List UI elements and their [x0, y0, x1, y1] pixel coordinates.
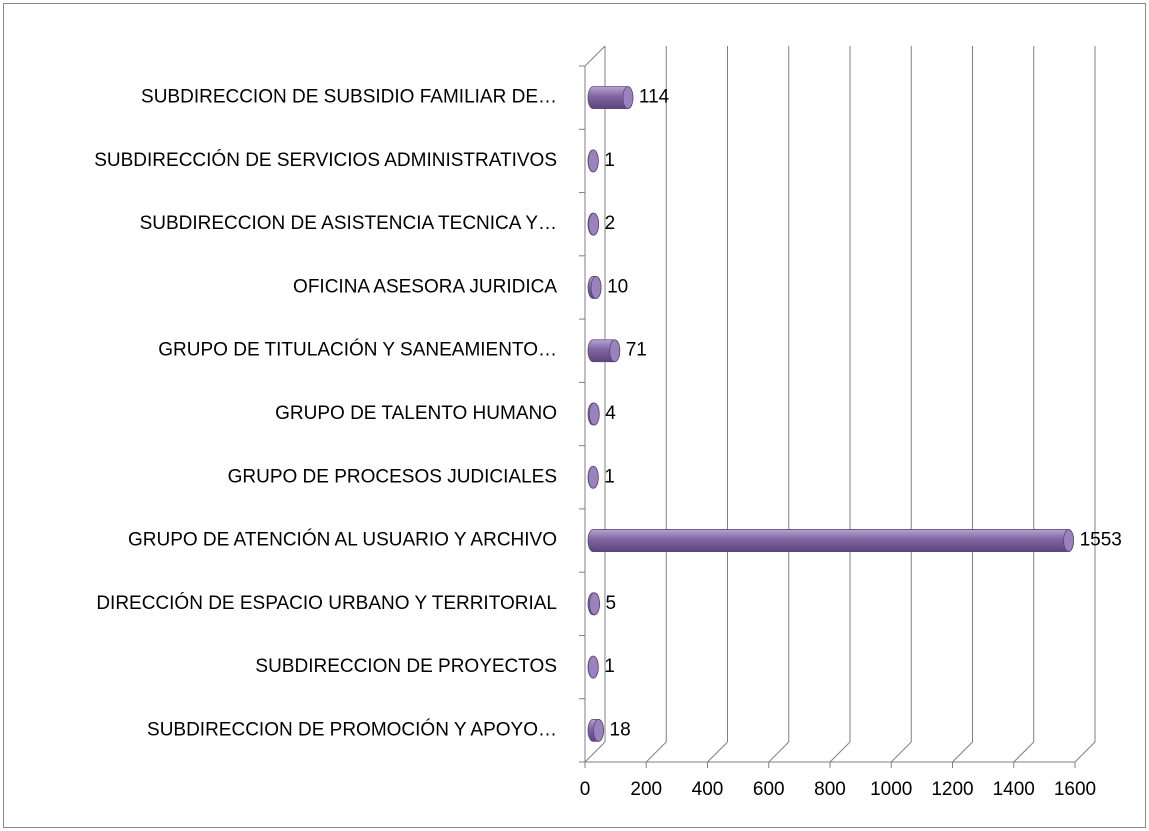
grid-line: [890, 741, 912, 763]
value-label: 2: [605, 213, 616, 234]
bar-cap: [590, 276, 602, 299]
value-label: 18: [610, 719, 631, 740]
y-tick-label: GRUPO DE TITULACIÓN Y SANEAMIENTO…: [158, 339, 557, 361]
x-tick-label: 200: [630, 779, 662, 800]
y-axis-depth: [584, 45, 606, 67]
bar-cap: [609, 339, 621, 363]
value-label: 1: [604, 466, 615, 487]
y-tick-label: SUBDIRECCION DE ASISTENCIA TECNICA Y…: [140, 213, 557, 234]
x-tick-label: 400: [692, 779, 724, 800]
x-tick-label: 0: [580, 779, 591, 800]
grid-line: [584, 741, 606, 763]
chart-frame: [3, 3, 1146, 828]
value-label: 1553: [1080, 530, 1122, 551]
value-label: 1: [604, 656, 615, 677]
y-tick-label: DIRECCIÓN DE ESPACIO URBANO Y TERRITORIA…: [96, 592, 557, 614]
value-label: 4: [605, 403, 616, 424]
bar-cap: [622, 86, 634, 110]
bar-cap: [588, 402, 600, 426]
grid-line: [829, 741, 851, 763]
y-tick-label: GRUPO DE ATENCIÓN AL USUARIO Y ARCHIVO: [128, 529, 557, 551]
value-label: 5: [606, 593, 617, 614]
value-label: 114: [639, 87, 670, 108]
x-tick-label: 600: [753, 779, 785, 800]
grid-line: [1074, 741, 1096, 763]
y-tick-label: GRUPO DE PROCESOS JUDICIALES: [228, 466, 557, 487]
y-tick-label: SUBDIRECCION DE PROYECTOS: [255, 656, 557, 677]
x-tick-label: 1200: [931, 779, 973, 800]
x-tick-label: 1400: [993, 779, 1035, 800]
bar-cap: [589, 592, 600, 616]
grid-line: [1013, 741, 1035, 763]
bar-cap: [587, 465, 599, 489]
bar-cap: [587, 149, 599, 173]
bar-cap: [588, 212, 600, 236]
value-label: 71: [626, 340, 647, 361]
y-tick-label: SUBDIRECCION DE PROMOCIÓN Y APOYO…: [147, 718, 557, 740]
x-tick-label: 1000: [870, 779, 912, 800]
x-tick-label: 1600: [1054, 779, 1096, 800]
x-tick-label: 800: [814, 779, 846, 800]
y-tick-label: SUBDIRECCION DE SUBSIDIO FAMILIAR DE…: [141, 87, 557, 108]
bar-cap: [593, 718, 604, 742]
grid-line: [645, 741, 667, 763]
bar-cap: [1063, 529, 1075, 552]
bar: [587, 529, 1074, 552]
bar-cap: [587, 655, 599, 679]
y-tick-label: GRUPO DE TALENTO HUMANO: [275, 403, 557, 424]
grid-line: [768, 741, 790, 763]
y-tick-label: OFICINA ASESORA JURIDICA: [293, 276, 557, 297]
y-tick-label: SUBDIRECCIÓN DE SERVICIOS ADMINISTRATIVO…: [94, 149, 557, 171]
value-label: 1: [604, 150, 615, 171]
grid-line: [952, 741, 973, 763]
value-label: 10: [607, 276, 628, 297]
grid-line: [707, 741, 728, 763]
